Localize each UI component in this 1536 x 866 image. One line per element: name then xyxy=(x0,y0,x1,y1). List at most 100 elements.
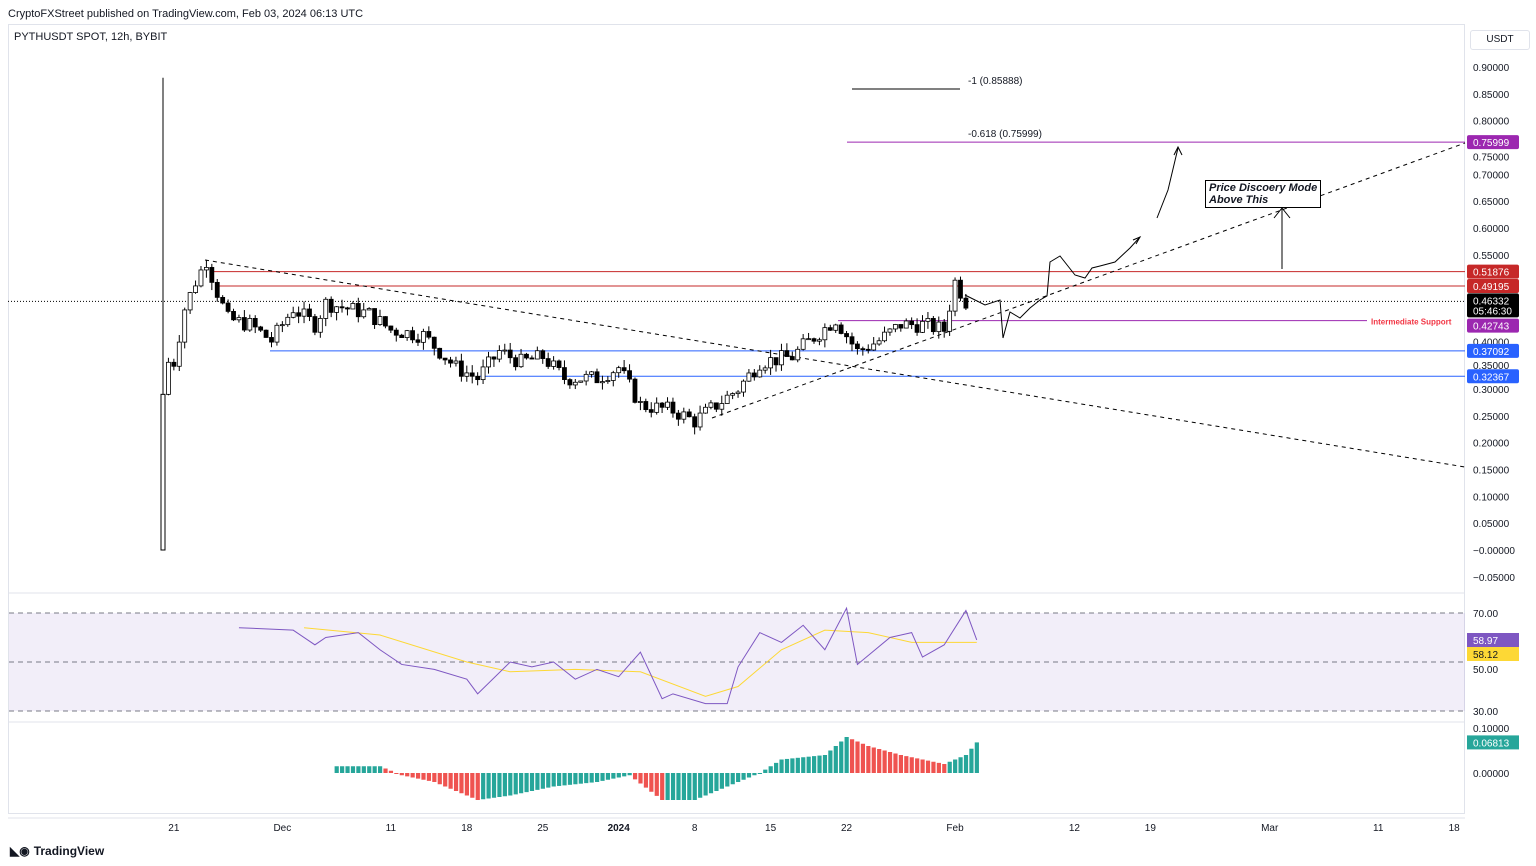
candle xyxy=(556,360,562,368)
macd-bar xyxy=(367,766,372,773)
macd-bar xyxy=(681,773,686,800)
candle xyxy=(670,401,676,414)
time-tick: 18 xyxy=(1449,823,1461,834)
macd-bar xyxy=(443,773,448,787)
macd-bar xyxy=(882,750,887,773)
price-tick: 0.05000 xyxy=(1473,519,1510,530)
candle xyxy=(751,372,757,378)
publish-info: CryptoFXStreet published on TradingView.… xyxy=(8,8,364,20)
macd-bar xyxy=(464,773,469,796)
macd-bar xyxy=(340,766,345,773)
candle xyxy=(789,356,795,361)
rsi-value: 58.97 xyxy=(1473,636,1498,647)
macd-bar xyxy=(660,773,665,800)
time-tick: 2024 xyxy=(608,823,631,834)
macd-bar xyxy=(703,773,708,796)
candle xyxy=(632,378,638,403)
macd-bar xyxy=(551,773,556,787)
candle xyxy=(171,361,177,367)
price-tick: 0.90000 xyxy=(1473,63,1510,74)
macd-bar xyxy=(822,755,828,773)
time-tick: 8 xyxy=(692,823,698,834)
time-tick: 15 xyxy=(765,823,777,834)
macd-bar xyxy=(719,773,724,789)
candle xyxy=(735,391,741,395)
macd-bar xyxy=(730,773,735,785)
candle xyxy=(220,296,226,304)
candle xyxy=(638,401,643,403)
candle xyxy=(209,267,215,283)
candle xyxy=(784,350,790,357)
candle xyxy=(507,349,513,359)
candle xyxy=(892,324,898,330)
candle xyxy=(589,371,594,375)
macd-bar xyxy=(893,753,898,773)
candle xyxy=(236,317,242,321)
candle xyxy=(198,269,204,287)
candle xyxy=(692,416,698,428)
time-tick: 11 xyxy=(1373,823,1384,834)
candle xyxy=(659,402,665,408)
macd-bar xyxy=(486,773,491,799)
macd-bar xyxy=(654,773,659,796)
macd-bar xyxy=(448,773,453,789)
macd-bar xyxy=(529,773,535,791)
candle xyxy=(383,316,388,327)
candle xyxy=(817,339,822,342)
candle xyxy=(686,411,692,418)
time-tick: Mar xyxy=(1261,823,1279,834)
time-tick: 19 xyxy=(1145,823,1157,834)
candle xyxy=(518,353,524,368)
time-tick: 12 xyxy=(1069,823,1081,834)
level-badge xyxy=(1467,278,1519,293)
macd-bar xyxy=(752,773,757,776)
macd-bar xyxy=(573,773,578,785)
macd-tick: 0.10000 xyxy=(1473,724,1510,735)
macd-bar xyxy=(350,766,356,773)
candle xyxy=(762,367,768,371)
candle xyxy=(437,347,443,359)
candle xyxy=(730,393,736,396)
time-tick: 22 xyxy=(841,823,853,834)
candle xyxy=(779,350,784,366)
chart-frame[interactable] xyxy=(8,24,1465,814)
candle xyxy=(675,412,681,420)
macd-value: 0.06813 xyxy=(1473,738,1510,749)
macd-bar xyxy=(481,773,486,800)
candle xyxy=(741,380,746,393)
candle xyxy=(562,367,567,380)
macd-bar xyxy=(453,773,459,791)
candle xyxy=(274,324,280,343)
candle xyxy=(279,324,285,327)
candle xyxy=(312,316,318,333)
candle xyxy=(681,411,687,420)
macd-bar xyxy=(578,773,583,784)
price-tick: 0.55000 xyxy=(1473,251,1510,262)
macd-bar xyxy=(622,773,627,777)
macd-bar xyxy=(524,773,529,793)
candle xyxy=(567,379,573,386)
macd-bar xyxy=(725,773,730,787)
time-tick: Feb xyxy=(946,823,964,834)
macd-bar xyxy=(638,773,643,784)
macd-bar xyxy=(784,758,790,773)
candle xyxy=(225,302,231,312)
macd-bar xyxy=(763,769,768,773)
candle xyxy=(296,312,302,317)
candle xyxy=(290,312,296,318)
tradingview-logo[interactable]: ◣◉ TradingView xyxy=(10,844,104,858)
macd-bar xyxy=(611,773,616,779)
candle xyxy=(594,371,600,384)
candle xyxy=(822,327,828,341)
candle xyxy=(187,292,193,311)
candle xyxy=(307,308,312,317)
candle xyxy=(486,356,491,368)
candle xyxy=(301,308,307,317)
candle xyxy=(746,372,752,382)
currency-button[interactable]: USDT xyxy=(1470,30,1530,50)
macd-bar xyxy=(519,773,524,794)
price-tick: 0.40000 xyxy=(1473,337,1510,348)
candle xyxy=(833,324,839,331)
price-tick: 0.65000 xyxy=(1473,197,1510,208)
